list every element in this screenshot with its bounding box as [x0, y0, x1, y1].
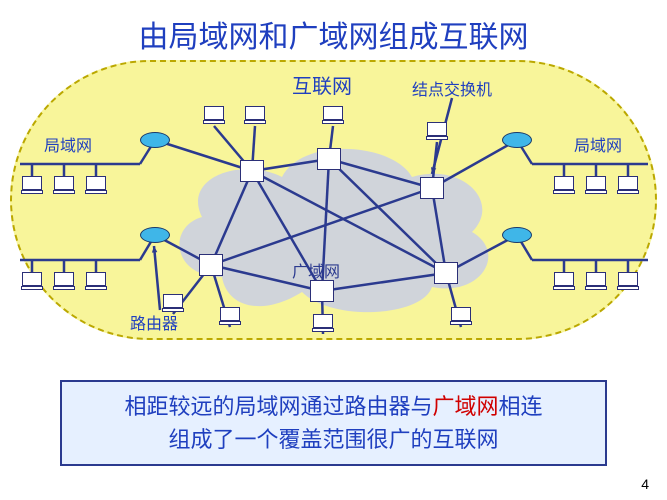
host-node	[426, 122, 448, 142]
host-node	[617, 176, 639, 196]
label-lan-right: 局域网	[574, 132, 622, 156]
caption-line-2: 组成了一个覆盖范围很广的互联网	[72, 423, 595, 456]
page-number: 4	[641, 476, 649, 492]
router-node	[140, 227, 170, 243]
network-lines	[12, 62, 659, 342]
host-node	[617, 272, 639, 292]
switch-node	[317, 148, 341, 170]
host-node	[322, 106, 344, 126]
switch-node	[240, 160, 264, 182]
caption-line-1: 相距较远的局域网通过路由器与广域网相连	[72, 390, 595, 423]
switch-node	[434, 262, 458, 284]
host-node	[21, 272, 43, 292]
caption-box: 相距较远的局域网通过路由器与广域网相连 组成了一个覆盖范围很广的互联网	[60, 380, 607, 466]
page-title: 由局域网和广域网组成互联网	[0, 0, 667, 56]
switch-node	[199, 254, 223, 276]
router-node	[140, 132, 170, 148]
host-node	[53, 176, 75, 196]
host-node	[244, 106, 266, 126]
label-router: 路由器	[130, 310, 178, 334]
host-node	[85, 272, 107, 292]
host-node	[53, 272, 75, 292]
host-node	[553, 272, 575, 292]
host-node	[450, 307, 472, 327]
caption-highlight: 广域网	[432, 394, 498, 419]
switch-node	[420, 177, 444, 199]
host-node	[219, 307, 241, 327]
switch-node	[310, 280, 334, 302]
label-internet: 互联网	[292, 70, 352, 99]
router-node	[502, 227, 532, 243]
host-node	[312, 314, 334, 334]
label-wan: 广域网	[292, 258, 340, 282]
host-node	[21, 176, 43, 196]
caption-text-1c: 相连	[499, 394, 543, 419]
router-node	[502, 132, 532, 148]
host-node	[203, 106, 225, 126]
label-lan-left: 局域网	[44, 132, 92, 156]
caption-text-1a: 相距较远的局域网通过路由器与	[124, 394, 432, 419]
host-node	[553, 176, 575, 196]
host-node	[585, 272, 607, 292]
network-diagram: 互联网 结点交换机 局域网 局域网 路由器 广域网	[10, 60, 657, 340]
label-node-switch: 结点交换机	[412, 76, 492, 100]
host-node	[85, 176, 107, 196]
host-node	[585, 176, 607, 196]
